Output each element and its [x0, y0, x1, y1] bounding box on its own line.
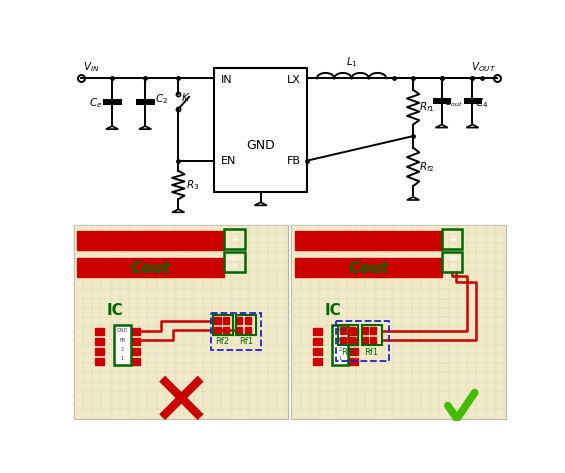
Text: +: + — [450, 263, 455, 269]
Bar — [236, 317, 242, 324]
Text: 1: 1 — [338, 356, 342, 361]
Bar — [349, 337, 355, 344]
Bar — [370, 327, 376, 334]
Text: $R_3$: $R_3$ — [186, 178, 199, 192]
Bar — [362, 327, 368, 334]
Text: Cout: Cout — [131, 261, 171, 276]
Bar — [362, 337, 368, 344]
Bar — [77, 231, 224, 250]
Bar — [349, 338, 358, 345]
Bar — [313, 358, 322, 365]
Bar — [245, 317, 251, 324]
Text: GND: GND — [116, 328, 128, 333]
Bar — [236, 315, 256, 335]
Bar — [77, 258, 224, 277]
Text: $C_2$: $C_2$ — [155, 92, 168, 106]
Bar — [95, 328, 105, 335]
Text: GND: GND — [334, 328, 346, 333]
Bar — [349, 328, 358, 335]
Text: 1: 1 — [120, 356, 124, 361]
Bar — [295, 231, 442, 250]
Text: +: + — [231, 235, 238, 244]
Text: GND: GND — [445, 256, 460, 261]
Bar — [313, 338, 322, 345]
Bar — [340, 337, 346, 344]
Bar — [338, 325, 358, 345]
Text: FB: FB — [286, 156, 301, 166]
Bar — [223, 317, 229, 324]
Bar — [442, 252, 462, 272]
Text: $C_e$: $C_e$ — [89, 96, 102, 110]
Bar — [95, 358, 105, 365]
Text: $R_{f2}$: $R_{f2}$ — [419, 160, 435, 174]
Bar — [292, 225, 506, 419]
Text: $V_{IN}$: $V_{IN}$ — [83, 61, 99, 74]
Text: FB: FB — [337, 338, 343, 342]
Text: GND: GND — [227, 256, 242, 261]
Text: LX: LX — [287, 75, 301, 85]
Bar — [131, 358, 140, 365]
Bar — [95, 348, 105, 355]
Text: Cout: Cout — [349, 261, 388, 276]
Bar — [95, 338, 105, 345]
Text: FB: FB — [119, 338, 125, 342]
Text: $R_{f1}$: $R_{f1}$ — [419, 100, 435, 114]
Bar — [332, 325, 349, 365]
Bar — [223, 327, 229, 334]
Text: 2: 2 — [120, 347, 124, 352]
Bar — [211, 313, 262, 350]
Text: Rf1: Rf1 — [364, 348, 379, 357]
Bar — [362, 325, 381, 345]
Bar — [349, 327, 355, 334]
Text: IN: IN — [221, 75, 232, 85]
Text: IC: IC — [107, 303, 123, 318]
Text: $L_1$: $L_1$ — [346, 55, 358, 69]
Bar — [215, 317, 221, 324]
Text: EN: EN — [221, 156, 236, 166]
Bar — [313, 348, 322, 355]
Bar — [131, 328, 140, 335]
Text: +: + — [232, 263, 237, 269]
Text: 2: 2 — [338, 347, 342, 352]
Bar — [215, 327, 221, 334]
Text: $C_4$: $C_4$ — [475, 96, 488, 110]
Text: Rf1: Rf1 — [239, 337, 253, 346]
Bar — [236, 327, 242, 334]
Bar — [313, 328, 322, 335]
Bar — [213, 315, 233, 335]
Bar — [370, 337, 376, 344]
Bar — [336, 321, 389, 361]
Bar — [224, 229, 245, 249]
Bar — [442, 229, 462, 249]
Text: $C_{out}$: $C_{out}$ — [444, 96, 463, 109]
Bar — [349, 358, 358, 365]
Bar — [245, 327, 251, 334]
Text: IC: IC — [325, 303, 341, 318]
Text: GND: GND — [246, 139, 275, 152]
Bar — [215, 68, 307, 192]
Bar — [340, 327, 346, 334]
Bar — [73, 225, 288, 419]
Text: $K$: $K$ — [181, 91, 191, 103]
Text: Rf2: Rf2 — [215, 337, 229, 346]
Bar — [349, 348, 358, 355]
Bar — [295, 258, 442, 277]
Text: +: + — [449, 235, 456, 244]
Bar — [131, 348, 140, 355]
Bar — [131, 338, 140, 345]
Text: $V_{OUT}$: $V_{OUT}$ — [471, 61, 496, 74]
Text: Rf2: Rf2 — [341, 348, 355, 357]
Bar — [114, 325, 131, 365]
Bar — [224, 252, 245, 272]
